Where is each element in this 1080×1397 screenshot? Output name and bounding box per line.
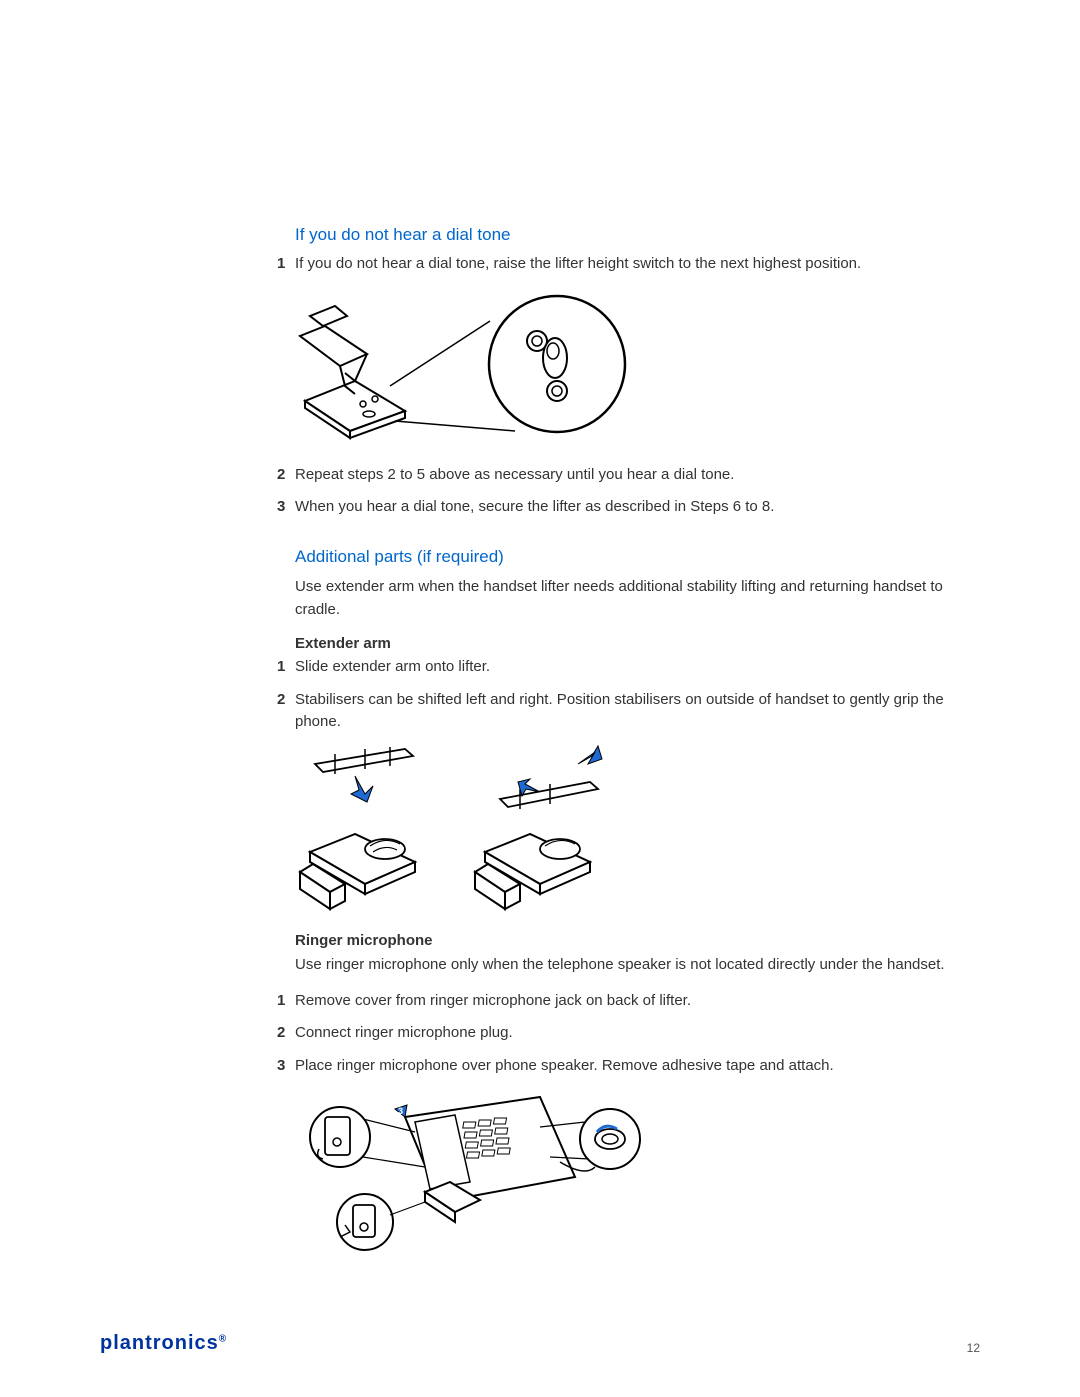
item-number: 1 — [277, 253, 295, 276]
subheading-ringer: Ringer microphone — [295, 932, 980, 949]
item-text: Slide extender arm onto lifter. — [295, 656, 980, 679]
item-text: Connect ringer microphone plug. — [295, 1022, 980, 1045]
figure-extender-arm — [295, 744, 980, 914]
list-item: 1 Slide extender arm onto lifter. — [277, 656, 980, 679]
item-number: 2 — [277, 1022, 295, 1045]
list-item: 1 If you do not hear a dial tone, raise … — [277, 253, 980, 276]
figure-ringer-mic: 3 — [295, 1087, 980, 1257]
item-text: Stabilisers can be shifted left and righ… — [295, 689, 980, 734]
list-item: 2 Repeat steps 2 to 5 above as necessary… — [277, 464, 980, 487]
list-item: 1 Remove cover from ringer microphone ja… — [277, 990, 980, 1013]
svg-text:3: 3 — [398, 1106, 403, 1116]
item-number: 2 — [277, 464, 295, 487]
list-item: 2 Stabilisers can be shifted left and ri… — [277, 689, 980, 734]
section-title-dialtone: If you do not hear a dial tone — [295, 225, 980, 245]
body-text: Use extender arm when the handset lifter… — [295, 575, 980, 622]
item-number: 3 — [277, 496, 295, 519]
list-item: 2 Connect ringer microphone plug. — [277, 1022, 980, 1045]
item-text: Place ringer microphone over phone speak… — [295, 1055, 980, 1078]
subheading-extender: Extender arm — [295, 635, 980, 652]
item-number: 1 — [277, 656, 295, 679]
item-number: 1 — [277, 990, 295, 1013]
item-text: Repeat steps 2 to 5 above as necessary u… — [295, 464, 980, 487]
body-text: Use ringer microphone only when the tele… — [295, 953, 980, 976]
figure-lifter-switch — [295, 286, 980, 446]
item-number: 3 — [277, 1055, 295, 1078]
list-item: 3 Place ringer microphone over phone spe… — [277, 1055, 980, 1078]
page-number: 12 — [967, 1341, 980, 1355]
item-text: Remove cover from ringer microphone jack… — [295, 990, 980, 1013]
section-title-additional: Additional parts (if required) — [295, 547, 980, 567]
item-text: If you do not hear a dial tone, raise th… — [295, 253, 980, 276]
item-text: When you hear a dial tone, secure the li… — [295, 496, 980, 519]
list-item: 3 When you hear a dial tone, secure the … — [277, 496, 980, 519]
brand-logo: plantronics® — [100, 1332, 227, 1355]
item-number: 2 — [277, 689, 295, 734]
